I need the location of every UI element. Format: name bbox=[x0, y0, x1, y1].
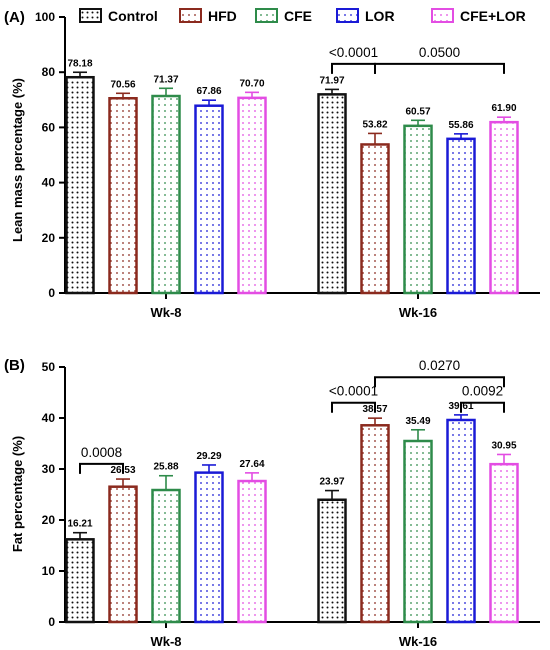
x-tick-label-wk-8: Wk-8 bbox=[150, 634, 181, 649]
p-value-label: 0.0092 bbox=[462, 384, 503, 399]
y-tick-label: 100 bbox=[35, 10, 55, 24]
legend: Control HFD CFE LOR CFE+LOR bbox=[79, 8, 526, 24]
legend-label-control: Control bbox=[108, 8, 158, 24]
bar-lor-wk-8 bbox=[194, 471, 224, 624]
y-tick-label: 60 bbox=[42, 120, 56, 134]
bar-hfd-wk-8 bbox=[108, 97, 138, 295]
p-value-label: <0.0001 bbox=[329, 384, 378, 399]
legend-label-lor: LOR bbox=[365, 8, 395, 24]
x-tick-label-wk-16: Wk-16 bbox=[399, 634, 437, 649]
bar-lor-wk-16 bbox=[446, 137, 476, 295]
bar-control-wk-8 bbox=[65, 75, 95, 295]
significance-bracket bbox=[374, 376, 505, 388]
y-tick-label: 20 bbox=[42, 513, 56, 527]
legend-swatch-control bbox=[79, 8, 102, 23]
panel-a-y-axis-title: Lean mass percentage (%) bbox=[10, 78, 25, 242]
bar-cfe-lor-wk-16 bbox=[489, 120, 519, 295]
data-label: 70.56 bbox=[110, 79, 135, 90]
data-label: 70.70 bbox=[239, 78, 264, 89]
panel-b-letter: (B) bbox=[4, 357, 25, 374]
bar-cfe-lor-wk-8 bbox=[237, 479, 267, 624]
data-label: 30.95 bbox=[491, 440, 516, 451]
y-tick-label: 20 bbox=[42, 231, 56, 245]
x-tick-label-wk-8: Wk-8 bbox=[150, 305, 181, 320]
bar-cfe-wk-16 bbox=[403, 124, 433, 295]
y-tick-label: 0 bbox=[48, 286, 55, 300]
significance-bracket bbox=[374, 62, 505, 74]
bar-cfe-wk-8 bbox=[151, 488, 181, 624]
data-label: 27.64 bbox=[239, 459, 264, 470]
bar-cfe-wk-16 bbox=[403, 439, 433, 624]
data-label: 35.49 bbox=[405, 416, 430, 427]
bar-hfd-wk-16 bbox=[360, 143, 390, 295]
legend-swatch-lor bbox=[336, 8, 359, 23]
panel-a-lean-mass: (A) Lean mass percentage (%) 0 20 40 60 80 10… bbox=[4, 9, 540, 320]
significance-bracket bbox=[79, 462, 124, 474]
data-label: 71.97 bbox=[319, 75, 344, 86]
data-label: 23.97 bbox=[319, 477, 344, 488]
bar-control-wk-16 bbox=[317, 498, 347, 624]
data-label: 25.88 bbox=[153, 462, 178, 473]
y-tick-label: 80 bbox=[42, 65, 56, 79]
y-tick-label: 50 bbox=[42, 360, 56, 374]
p-value-label: 0.0008 bbox=[81, 445, 122, 460]
significance-bracket bbox=[331, 62, 376, 74]
y-tick-label: 30 bbox=[42, 462, 56, 476]
panel-b-fat: (B) Fat percentage (%) 0 10 20 30 40 50 Wk-8 Wk… bbox=[4, 357, 540, 649]
significance-bracket bbox=[331, 401, 376, 413]
y-tick-label: 40 bbox=[42, 411, 56, 425]
data-label: 29.29 bbox=[196, 451, 221, 462]
p-value-label: <0.0001 bbox=[329, 45, 378, 60]
x-tick-label-wk-16: Wk-16 bbox=[399, 305, 437, 320]
bar-lor-wk-8 bbox=[194, 104, 224, 295]
data-label: 60.57 bbox=[405, 106, 430, 117]
data-label: 16.21 bbox=[67, 519, 92, 530]
legend-label-cfe-lor: CFE+LOR bbox=[460, 8, 526, 24]
bar-control-wk-8 bbox=[65, 538, 95, 624]
bar-cfe-lor-wk-8 bbox=[237, 96, 267, 295]
bar-lor-wk-16 bbox=[446, 418, 476, 624]
data-label: 53.82 bbox=[362, 119, 387, 130]
data-label: 71.37 bbox=[153, 74, 178, 85]
y-tick-label: 10 bbox=[42, 564, 56, 578]
legend-label-hfd: HFD bbox=[208, 8, 237, 24]
panel-b-y-axis-title: Fat percentage (%) bbox=[10, 436, 25, 552]
legend-swatch-hfd bbox=[179, 8, 202, 23]
significance-bracket bbox=[460, 401, 505, 413]
bar-control-wk-16 bbox=[317, 93, 347, 295]
bar-hfd-wk-8 bbox=[108, 485, 138, 624]
data-label: 61.90 bbox=[491, 103, 516, 114]
bar-cfe-wk-8 bbox=[151, 94, 181, 295]
p-value-label: 0.0500 bbox=[419, 45, 460, 60]
p-value-label: 0.0270 bbox=[419, 358, 460, 373]
bar-hfd-wk-16 bbox=[360, 424, 390, 624]
legend-swatch-cfe-lor bbox=[431, 8, 454, 23]
y-tick-label: 40 bbox=[42, 176, 56, 190]
data-label: 78.18 bbox=[67, 58, 92, 69]
bar-cfe-lor-wk-16 bbox=[489, 462, 519, 624]
legend-label-cfe: CFE bbox=[284, 8, 312, 24]
data-label: 67.86 bbox=[196, 86, 221, 97]
y-tick-label: 0 bbox=[48, 615, 55, 629]
data-label: 55.86 bbox=[448, 120, 473, 131]
panel-a-letter: (A) bbox=[4, 9, 25, 26]
legend-swatch-cfe bbox=[255, 8, 278, 23]
